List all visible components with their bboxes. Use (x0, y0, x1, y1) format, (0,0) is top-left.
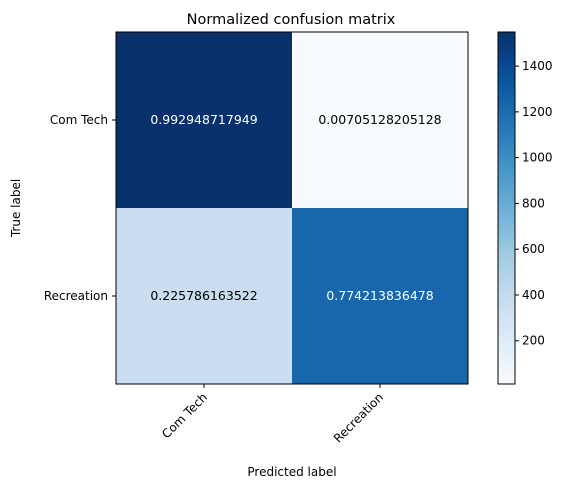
chart-title: Normalized confusion matrix (187, 12, 396, 28)
matrix-cells (116, 32, 468, 384)
cell-label-r1-c0: 0.225786163522 (150, 288, 257, 303)
x-axis-label: Predicted label (247, 465, 336, 479)
y-tick-label-1: Recreation (44, 289, 108, 303)
colorbar-tick-label-1: 400 (522, 288, 545, 302)
matrix-cell-r0-c1 (292, 32, 468, 208)
cell-label-r0-c1: 0.00705128205128 (318, 112, 441, 127)
colorbar-tick-label-0: 200 (522, 334, 545, 348)
x-tick-label-1: Recreation (331, 390, 386, 445)
y-axis-label: True label (9, 179, 23, 238)
cell-label-r1-c1: 0.774213836478 (326, 288, 433, 303)
matrix-cell-r1-c0 (116, 208, 292, 384)
x-axis-ticks: Com Tech Recreation (159, 384, 386, 445)
matrix-cell-r1-c1 (292, 208, 468, 384)
plot-frame (115, 31, 469, 385)
colorbar-tick-label-6: 1400 (522, 59, 553, 73)
cell-label-r0-c0: 0.992948717949 (150, 112, 257, 127)
matrix-cell-r0-c0 (116, 32, 292, 208)
colorbar-ticks: 200 400 600 800 1000 1200 1400 (515, 59, 553, 348)
y-tick-label-0: Com Tech (50, 113, 108, 127)
matrix-cell-labels: 0.992948717949 0.00705128205128 0.22578616… (150, 112, 441, 303)
colorbar-tick-label-2: 600 (522, 242, 545, 256)
colorbar (497, 31, 516, 385)
colorbar-tick-label-4: 1000 (522, 151, 553, 165)
colorbar-tick-label-5: 1200 (522, 105, 553, 119)
y-axis-ticks: Com Tech Recreation (44, 113, 116, 303)
x-tick-label-0: Com Tech (159, 390, 210, 441)
colorbar-tick-label-3: 800 (522, 196, 545, 210)
